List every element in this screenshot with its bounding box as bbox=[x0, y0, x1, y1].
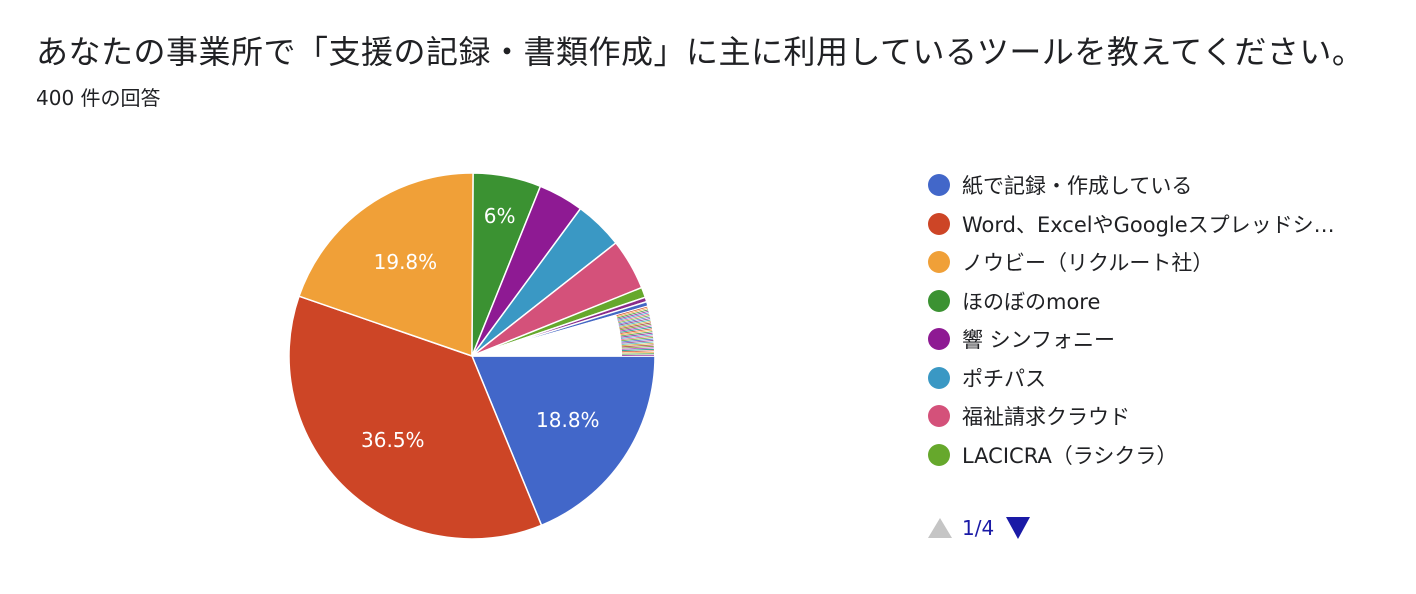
legend-swatch bbox=[928, 174, 950, 197]
pie-slice-label: 18.8% bbox=[536, 408, 600, 432]
pie-tiny-slice bbox=[619, 325, 652, 332]
legend-item: ほのぼのmore bbox=[928, 282, 1398, 321]
legend-item: 響 シンフォニー bbox=[928, 320, 1398, 359]
legend-label: ノウビー（リクルート社） bbox=[962, 251, 1214, 276]
legend-label: ほのぼのmore bbox=[962, 289, 1101, 314]
pie-tiny-slice bbox=[617, 310, 649, 320]
pie-tiny-slice bbox=[620, 328, 652, 334]
pie-tiny-slice bbox=[621, 348, 654, 351]
pie-tiny-slice bbox=[616, 306, 648, 316]
pie-tiny-slice bbox=[621, 337, 654, 342]
pie-slice[interactable] bbox=[471, 305, 656, 357]
legend-item: 福祉請求クラウド bbox=[928, 397, 1398, 436]
legend-item: 紙で記録・作成している bbox=[928, 166, 1398, 205]
legend-swatch bbox=[928, 251, 950, 274]
legend-swatch bbox=[928, 328, 950, 351]
pie-tiny-slice bbox=[620, 332, 653, 338]
legend-item: ポチパス bbox=[928, 359, 1398, 398]
pie-slice-label: 6% bbox=[484, 204, 516, 228]
pie-tiny-slice bbox=[620, 334, 653, 339]
pie-tiny-slice bbox=[621, 335, 653, 340]
legend-label: 響 シンフォニー bbox=[962, 328, 1116, 353]
pie-tiny-slice bbox=[620, 331, 653, 337]
pie-tail-slivers bbox=[616, 306, 655, 356]
pie-tiny-slice bbox=[619, 321, 651, 328]
pie-slices bbox=[288, 172, 656, 540]
pie-tiny-slice bbox=[621, 341, 654, 345]
legend-swatch bbox=[928, 366, 950, 389]
legend-label: 紙で記録・作成している bbox=[962, 174, 1193, 199]
pie-tiny-slice bbox=[618, 318, 651, 326]
pie-tiny-slice bbox=[621, 346, 654, 349]
pie-tiny-slice bbox=[617, 312, 649, 321]
pie-tiny-slice bbox=[620, 329, 653, 336]
pie-tiny-slice bbox=[619, 319, 651, 327]
pie-slice[interactable] bbox=[288, 295, 543, 540]
legend-item: Word、ExcelやGoogleスプレッドシ… bbox=[928, 205, 1398, 244]
response-count: 400 件の回答 bbox=[36, 86, 161, 110]
triangle-down-icon[interactable] bbox=[1006, 517, 1031, 539]
pie-slice-label: 36.5% bbox=[361, 428, 425, 452]
pie-tiny-slice bbox=[622, 351, 654, 354]
pie-tiny-slice bbox=[621, 344, 654, 348]
legend-item: ノウビー（リクルート社） bbox=[928, 243, 1398, 282]
pie-labels: 18.8% 36.5% 19.8% 6% bbox=[361, 204, 600, 452]
pie-tiny-slice bbox=[617, 313, 650, 322]
legend-swatch bbox=[928, 212, 950, 235]
legend-pager: 1/4 bbox=[928, 512, 1031, 544]
legend-swatch bbox=[928, 443, 950, 466]
pie-tiny-slice bbox=[619, 322, 652, 330]
pie-slice[interactable] bbox=[298, 172, 474, 358]
pie-tiny-slice bbox=[621, 347, 654, 350]
legend: 紙で記録・作成している Word、ExcelやGoogleスプレッドシ… ノウビ… bbox=[928, 166, 1398, 474]
pager-page-indicator: 1/4 bbox=[962, 516, 995, 540]
legend-label: Word、ExcelやGoogleスプレッドシ… bbox=[962, 212, 1335, 237]
pie-slice-label: 19.8% bbox=[374, 250, 438, 274]
triangle-up-icon bbox=[928, 518, 952, 538]
pie-tiny-slice bbox=[618, 315, 650, 324]
pie-tiny-slice bbox=[621, 338, 654, 343]
legend-swatch bbox=[928, 289, 950, 312]
legend-label: 福祉請求クラウド bbox=[962, 405, 1130, 430]
legend-swatch bbox=[928, 405, 950, 428]
pie-tiny-slice bbox=[621, 350, 654, 353]
pie-tiny-slice bbox=[620, 326, 652, 333]
pie-tiny-slice bbox=[621, 340, 654, 344]
pie-tiny-slice bbox=[616, 308, 648, 318]
pie-tiny-slice bbox=[619, 323, 652, 331]
legend-item: LACICRA（ラシクラ） bbox=[928, 436, 1398, 475]
pie-tiny-slice bbox=[617, 309, 649, 319]
legend-label: LACICRA（ラシクラ） bbox=[962, 443, 1178, 468]
pie-tiny-slice bbox=[621, 343, 654, 346]
page-title: あなたの事業所で「支援の記録・書類作成」に主に利用しているツールを教えてください… bbox=[36, 33, 1365, 71]
pie-slice[interactable] bbox=[470, 355, 656, 527]
pie-tiny-slice bbox=[618, 316, 650, 325]
legend-label: ポチパス bbox=[962, 366, 1046, 391]
